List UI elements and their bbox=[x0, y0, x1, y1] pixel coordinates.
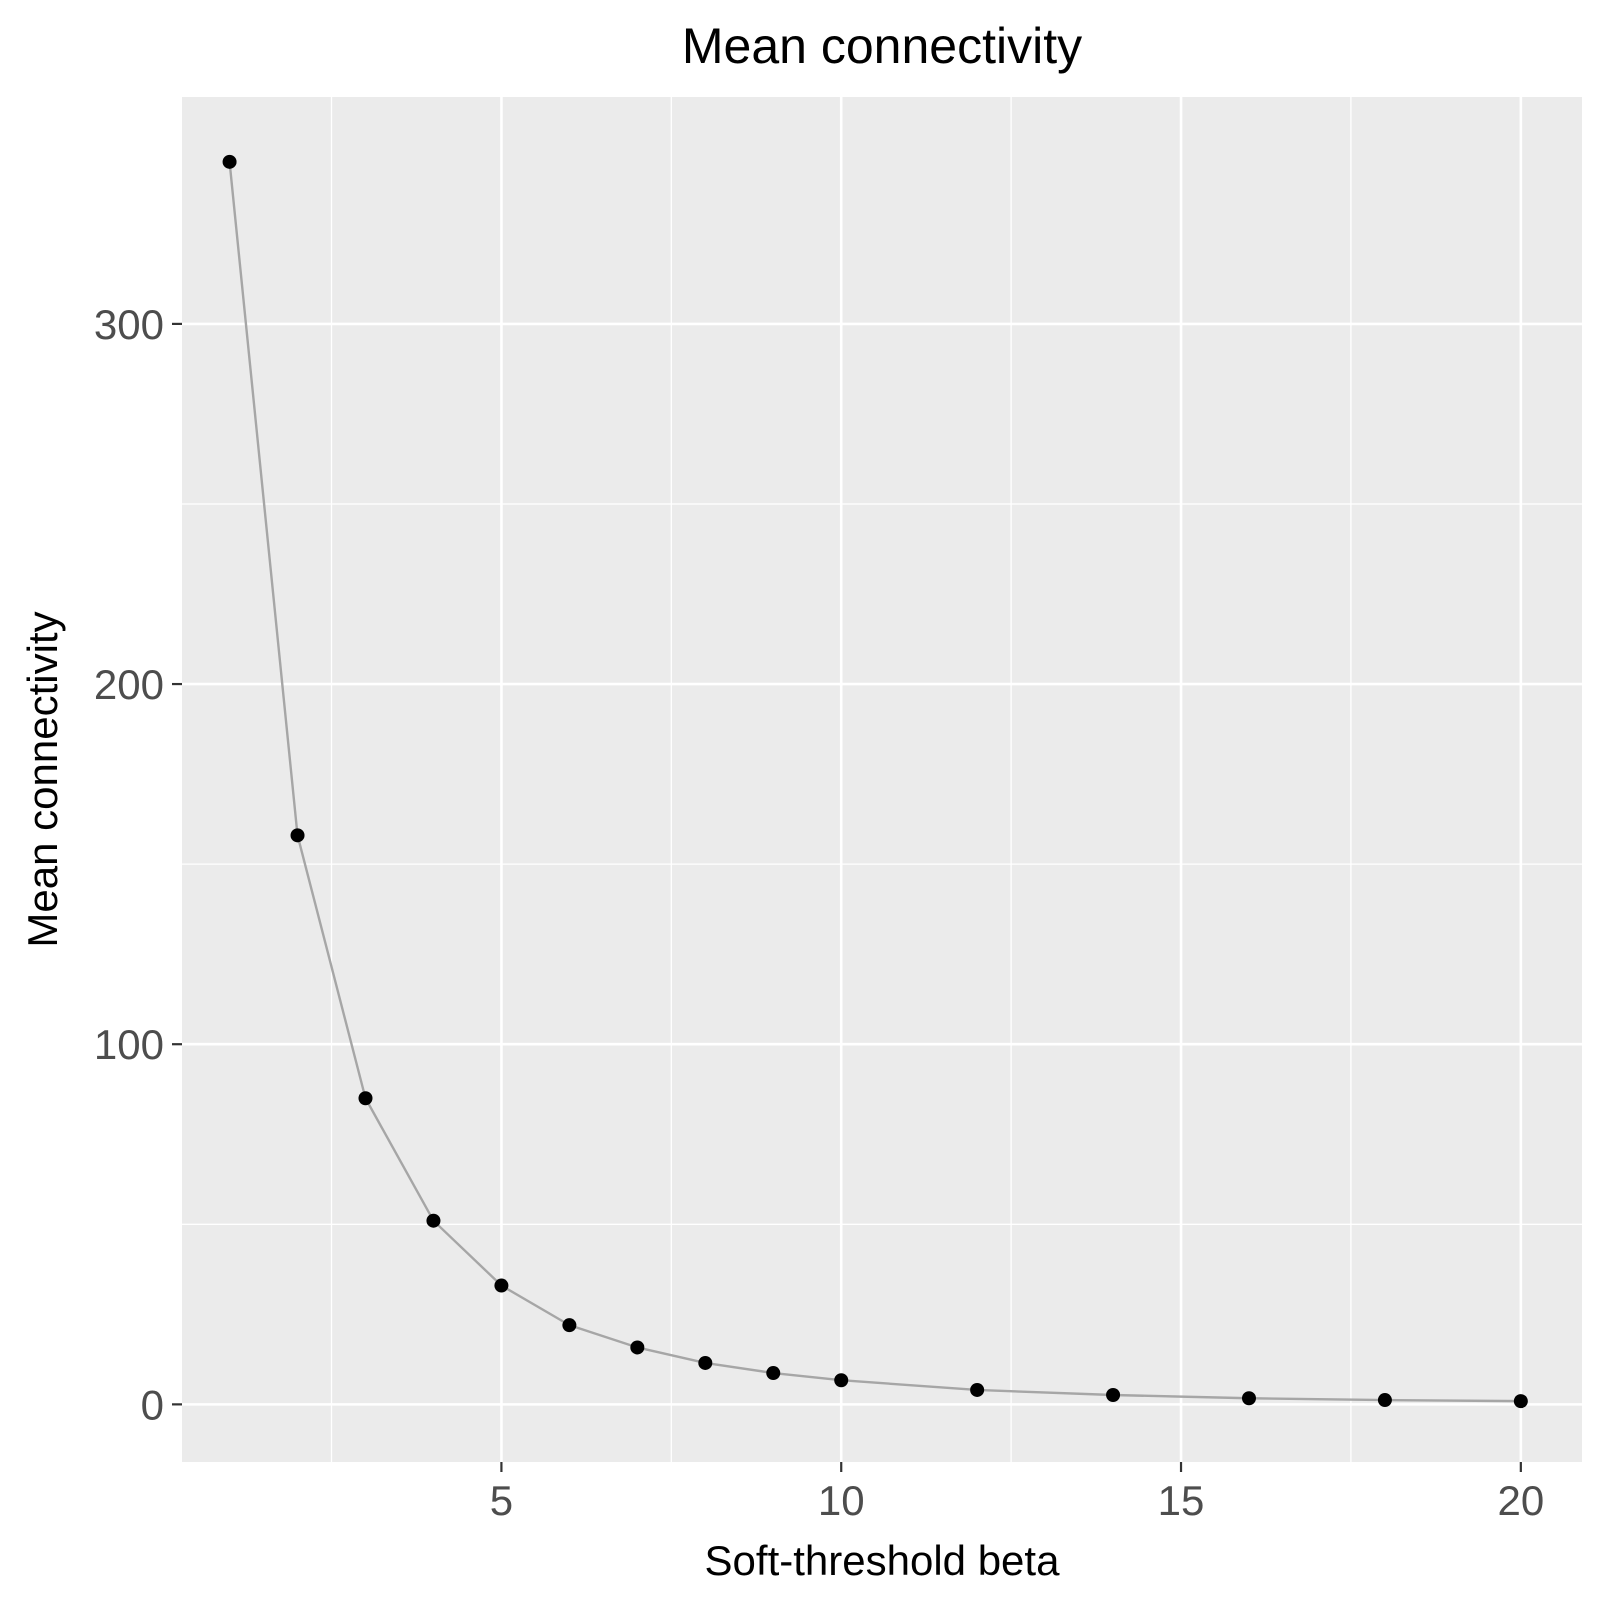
data-point bbox=[222, 154, 237, 169]
x-tick-label: 5 bbox=[490, 1477, 513, 1524]
x-tick-label: 10 bbox=[818, 1477, 865, 1524]
data-point bbox=[290, 828, 305, 843]
data-point bbox=[562, 1318, 577, 1333]
y-tick-label: 0 bbox=[141, 1381, 164, 1428]
data-point bbox=[1241, 1391, 1256, 1406]
data-point bbox=[494, 1278, 509, 1293]
data-point bbox=[698, 1355, 713, 1370]
data-point bbox=[1106, 1388, 1121, 1403]
x-tick-label: 20 bbox=[1497, 1477, 1544, 1524]
y-tick-label: 100 bbox=[94, 1021, 164, 1068]
y-axis-title: Mean connectivity bbox=[19, 611, 66, 947]
grid-major bbox=[182, 97, 1582, 1462]
data-point bbox=[426, 1213, 441, 1228]
data-point bbox=[970, 1382, 985, 1397]
data-point bbox=[1513, 1394, 1528, 1409]
x-axis-title: Soft-threshold beta bbox=[705, 1537, 1061, 1584]
plot-panel bbox=[182, 97, 1582, 1462]
x-tick-label: 15 bbox=[1158, 1477, 1205, 1524]
y-tick-label: 200 bbox=[94, 661, 164, 708]
chart-title: Mean connectivity bbox=[682, 18, 1082, 74]
y-tick-label: 300 bbox=[94, 301, 164, 348]
data-point bbox=[834, 1373, 849, 1388]
data-point bbox=[1377, 1393, 1392, 1408]
data-point bbox=[630, 1340, 645, 1355]
series-layer bbox=[222, 154, 1528, 1409]
data-point bbox=[766, 1366, 781, 1381]
data-point bbox=[358, 1091, 373, 1106]
